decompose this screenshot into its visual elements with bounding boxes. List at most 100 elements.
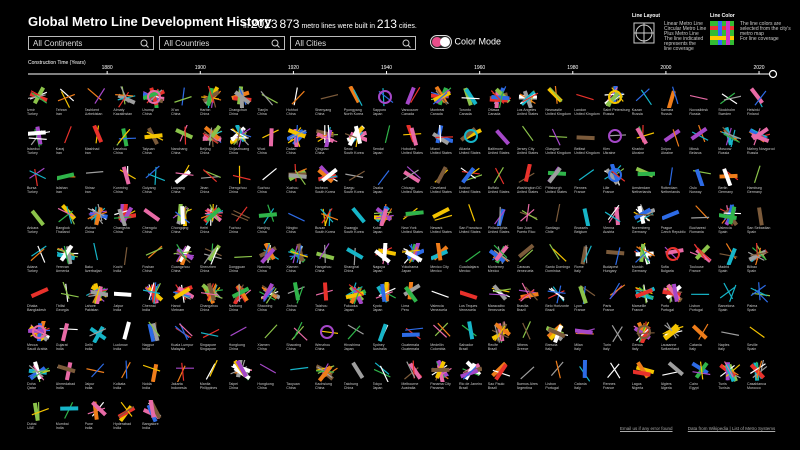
city-cell[interactable]: Dhaka Bangladesh xyxy=(27,282,56,321)
city-cell[interactable]: Ahmedabad India xyxy=(56,360,85,399)
city-cell[interactable]: Oslo Norway xyxy=(689,164,718,203)
city-cell[interactable]: Kyoto Japan xyxy=(373,282,402,321)
city-cell[interactable]: Tokyo Japan xyxy=(373,360,402,399)
city-cell[interactable]: Sofia Bulgaria xyxy=(661,243,690,282)
city-cell[interactable]: Chengdu China xyxy=(142,204,171,243)
city-cell[interactable]: Yerevan Armenia xyxy=(56,243,85,282)
city-cell[interactable]: Bursa Turkey xyxy=(27,164,56,203)
city-cell[interactable]: Kaohsiung China xyxy=(315,360,344,399)
city-cell[interactable]: Incheon South Korea xyxy=(315,164,344,203)
city-cell[interactable]: Helsinki Finland xyxy=(747,86,776,125)
city-cell[interactable]: Brescia Italy xyxy=(545,321,574,360)
city-cell[interactable]: Sao Paulo Brazil xyxy=(488,360,517,399)
city-cell[interactable]: Singapore Singapore xyxy=(200,321,229,360)
city-cell[interactable]: Harbin China xyxy=(200,86,229,125)
city-cell[interactable]: Wuxi China xyxy=(257,125,286,164)
city-cell[interactable]: Saint Petersburg Russia xyxy=(603,86,632,125)
city-cell[interactable]: Adana Turkey xyxy=(27,243,56,282)
city-cell[interactable]: Belfast United Kingdom xyxy=(574,125,603,164)
city-cell[interactable]: Glasgow United Kingdom xyxy=(545,125,574,164)
city-cell[interactable]: Toronto Canada xyxy=(459,86,488,125)
city-cell[interactable]: Urumqi China xyxy=(142,86,171,125)
city-cell[interactable]: Shanghai China xyxy=(344,243,373,282)
city-cell[interactable]: Noida India xyxy=(142,360,171,399)
city-cell[interactable]: Suzhou China xyxy=(257,164,286,203)
city-cell[interactable]: Jinhua China xyxy=(286,282,315,321)
city-cell[interactable]: Budapest Hungary xyxy=(603,243,632,282)
city-cell[interactable]: Kunming China xyxy=(113,164,142,203)
city-cell[interactable]: Jaipur India xyxy=(85,360,114,399)
city-cell[interactable]: Munich Germany xyxy=(632,242,661,282)
city-cell[interactable]: Lahore Pakistan xyxy=(85,282,114,321)
city-cell[interactable]: Los Angeles United States xyxy=(517,86,546,125)
city-cell[interactable]: Cairo Egypt xyxy=(689,360,718,399)
city-cell[interactable]: New York United States xyxy=(401,204,430,243)
city-cell[interactable]: Manila Philippines xyxy=(200,360,229,399)
city-cell[interactable]: Mashhad Iran xyxy=(85,125,114,164)
city-cell[interactable]: Ankara Turkey xyxy=(27,204,56,243)
city-cell[interactable]: Montreal Canada xyxy=(430,86,459,125)
city-cell[interactable]: Hongkong China xyxy=(257,360,286,399)
city-cell[interactable]: Baltimore United States xyxy=(488,125,517,164)
city-cell[interactable]: Taizhou China xyxy=(315,282,344,321)
city-cell[interactable]: Marseille France xyxy=(632,282,661,321)
city-cell[interactable]: Los Teques Venezuela xyxy=(459,282,488,321)
city-cell[interactable]: Newcastle United Kingdom xyxy=(545,86,574,125)
city-cell[interactable]: Kolkata India xyxy=(113,360,142,399)
city-cell[interactable]: Valencia Spain xyxy=(718,203,747,243)
city-cell[interactable]: Daegu South Korea xyxy=(344,164,373,203)
city-cell[interactable]: Luoyang China xyxy=(171,164,200,203)
city-cell[interactable]: Palma Spain xyxy=(747,282,776,321)
source-link[interactable]: Data from Wikipedia | List of Metro Syst… xyxy=(687,426,776,431)
city-cell[interactable]: Chennai India xyxy=(142,282,171,321)
city-cell[interactable]: Lanzhou China xyxy=(113,125,142,164)
city-cell[interactable]: Mexico City Mexico xyxy=(430,242,459,282)
city-cell[interactable]: Miami United States xyxy=(430,125,459,164)
city-cell[interactable]: Toulouse France xyxy=(689,243,718,282)
city-cell[interactable]: Moscow Russia xyxy=(718,125,747,164)
city-cell[interactable]: Nagoya Japan xyxy=(373,242,402,282)
city-cell[interactable]: Dubai UAE xyxy=(27,400,56,439)
city-cell[interactable]: Tianjin China xyxy=(257,86,286,125)
city-cell[interactable]: Kharkiv Ukraine xyxy=(632,125,661,164)
city-cell[interactable]: Barcelona Spain xyxy=(718,282,747,321)
city-cell[interactable]: Guiyang China xyxy=(142,164,171,203)
city-cell[interactable]: Pittsburgh United States xyxy=(545,164,574,203)
city-cell[interactable]: Guatemala Guatemala xyxy=(401,321,430,360)
city-cell[interactable]: Brussels Belgium xyxy=(574,204,603,243)
city-cell[interactable]: Maracaibo Venezuela xyxy=(488,282,517,321)
city-cell[interactable]: Osaka Japan xyxy=(373,164,402,203)
city-cell[interactable]: Guangzhou China xyxy=(171,243,200,282)
city-cell[interactable]: Izmir Turkey xyxy=(27,86,56,125)
city-cell[interactable]: Shijiazhuang China xyxy=(229,125,258,164)
city-cell[interactable]: Changzhou China xyxy=(200,282,229,321)
city-cell[interactable]: Jinan China xyxy=(200,164,229,203)
city-cell[interactable]: Lausanne Switzerland xyxy=(661,321,690,360)
city-cell[interactable]: Catania Italy xyxy=(689,321,718,360)
city-cell[interactable]: Turin Italy xyxy=(603,321,632,360)
city-cell[interactable]: Santiago Chile xyxy=(545,203,574,243)
city-cell[interactable]: Boston United States xyxy=(459,164,488,203)
city-cell[interactable]: Tunis Tunisia xyxy=(718,360,747,399)
city-cell[interactable]: Rome Italy xyxy=(574,243,603,282)
city-cell[interactable]: Mumbai India xyxy=(56,400,85,439)
city-cell[interactable]: Pyongyang North Korea xyxy=(344,86,373,125)
city-cell[interactable]: Istanbul Turkey xyxy=(27,125,56,164)
city-cell[interactable]: Athens Greece xyxy=(517,321,546,360)
city-cell[interactable]: Chicago United States xyxy=(401,164,430,203)
city-cell[interactable]: Seville Spain xyxy=(747,321,776,360)
city-cell[interactable]: Fuzhou China xyxy=(229,204,258,243)
city-cell[interactable]: San Sebastian Spain xyxy=(747,204,776,243)
city-cell[interactable]: Dongguan China xyxy=(229,243,258,282)
city-cell[interactable]: Lille France xyxy=(603,164,632,203)
city-cell[interactable]: Bilbao Spain xyxy=(747,242,776,282)
city-cell[interactable]: Casablanca Morocco xyxy=(747,360,776,399)
city-cell[interactable]: San Juan Puerto Rico xyxy=(517,203,546,243)
city-cell[interactable]: Samara Russia xyxy=(661,86,690,125)
city-cell[interactable]: Shenzhen China xyxy=(200,243,229,282)
city-cell[interactable]: Paris France xyxy=(603,282,632,321)
city-cell[interactable]: Kazan Russia xyxy=(632,86,661,125)
city-cell[interactable]: Hefei China xyxy=(200,203,229,243)
country-select[interactable]: All Countries xyxy=(159,36,285,50)
city-cell[interactable]: Ningbo China xyxy=(286,204,315,243)
